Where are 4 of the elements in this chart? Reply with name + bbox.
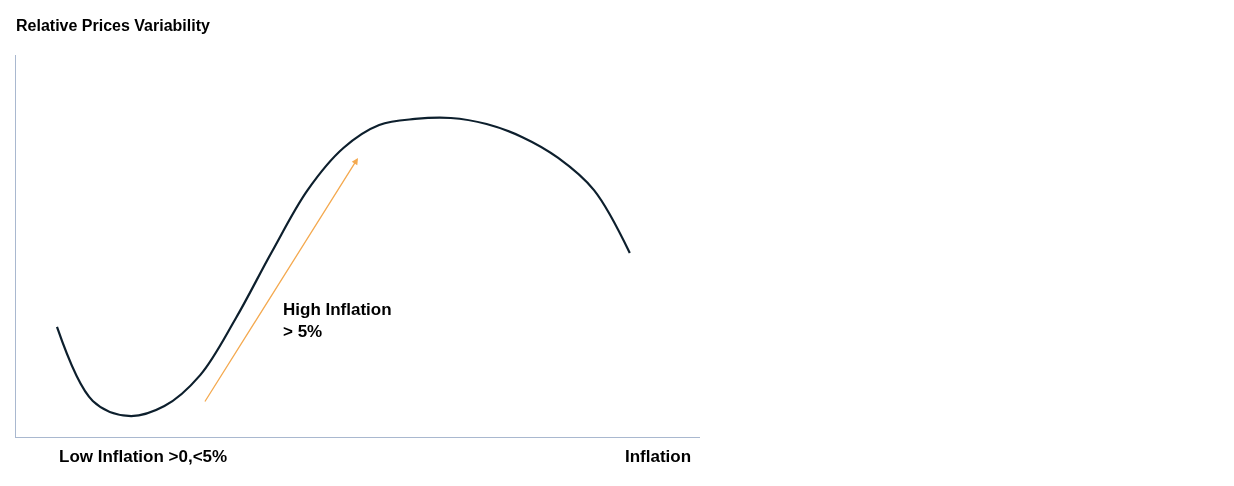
text: Low Inflation >0,<5% [59,447,228,466]
annotation: High Inflation > 5% [283,300,392,342]
x-axis-title: Inflation [625,447,692,466]
chart-title: Relative Prices Variability [16,17,210,34]
